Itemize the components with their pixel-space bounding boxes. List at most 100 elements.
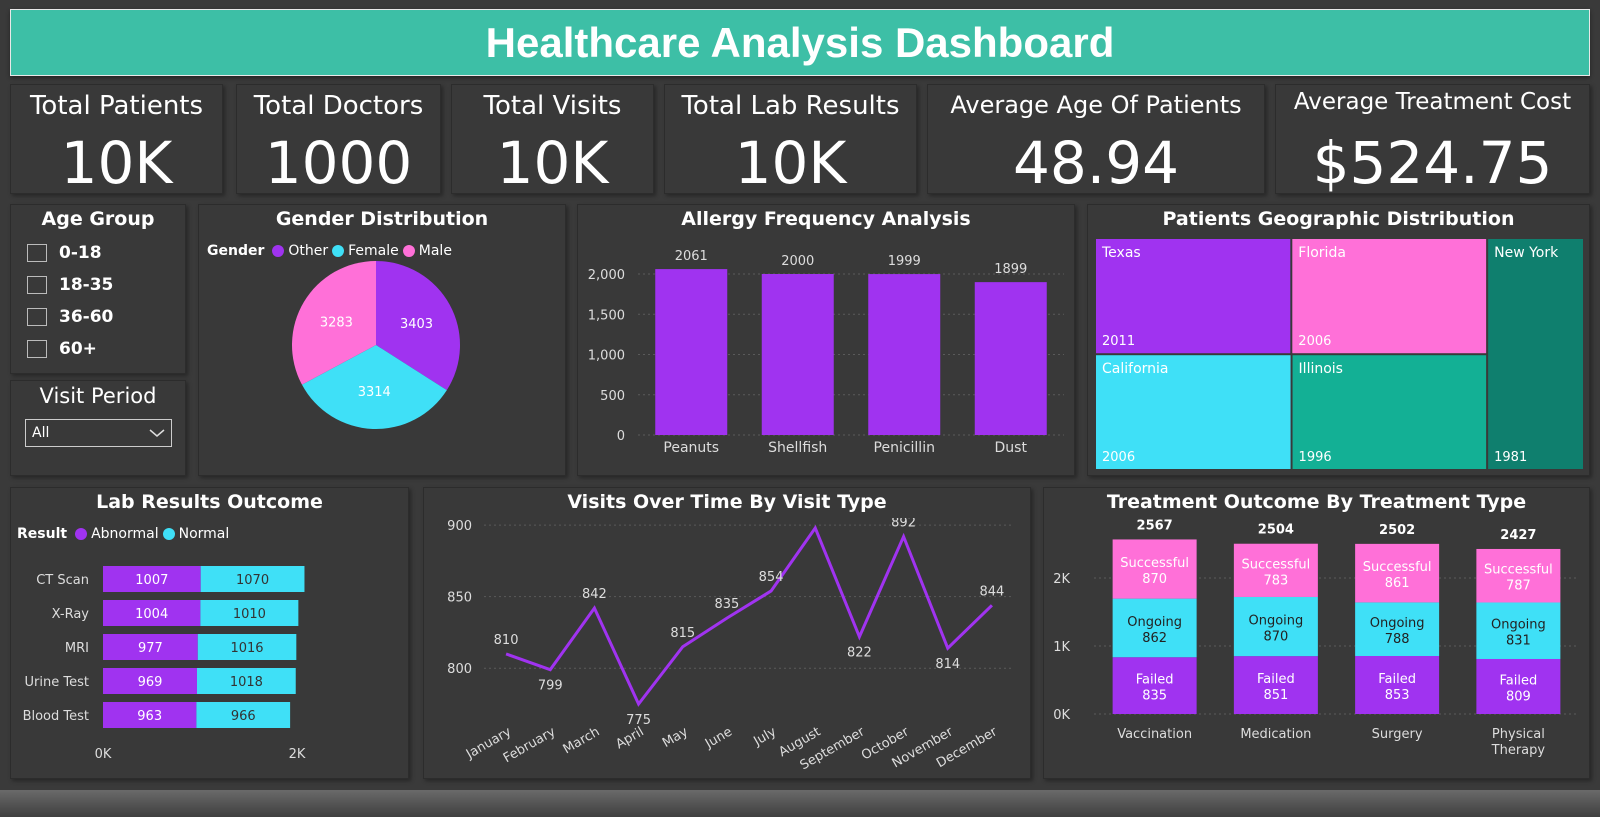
bar-total-label: 2567 [1137, 518, 1173, 533]
x-tick-label: Physical [1492, 727, 1545, 742]
bar-value-label: 1004 [135, 607, 168, 622]
checkbox[interactable] [27, 340, 47, 358]
point-label: 892 [891, 518, 916, 531]
segment-value-label: 788 [1385, 632, 1410, 647]
visits-chart-title: Visits Over Time By Visit Type [567, 491, 887, 513]
age-option-36-60[interactable]: 36-60 [27, 307, 113, 327]
y-tick-label: MRI [65, 641, 89, 656]
segment-value-label: 787 [1506, 579, 1531, 594]
x-tick-label: Medication [1240, 727, 1311, 742]
y-tick-label: Blood Test [23, 709, 89, 724]
dashboard-title-bar: Healthcare Analysis Dashboard [10, 9, 1590, 76]
gender-pie-chart: 3403 3314 3283 [292, 261, 460, 429]
bar-value-label: 977 [138, 641, 163, 656]
y-tick-label: 2,000 [588, 268, 625, 283]
x-tick-label: Vaccination [1117, 727, 1192, 742]
bar-total-label: 2504 [1258, 523, 1294, 538]
gender-legend: Gender Other Female Male [207, 243, 452, 259]
dashboard-title: Healthcare Analysis Dashboard [485, 18, 1115, 66]
bar-value-label: 966 [231, 709, 256, 724]
geographic-distribution-panel: Patients Geographic Distribution Texas 20… [1087, 204, 1590, 476]
age-group-slicer: Age Group 0-18 18-35 36-60 60+ [10, 204, 186, 374]
point-label: 810 [494, 633, 519, 648]
segment-name-label: Ongoing [1127, 615, 1182, 630]
age-option-60-plus[interactable]: 60+ [27, 339, 97, 359]
segment-name-label: Successful [1120, 556, 1189, 571]
bar-segment-ongoing [1355, 602, 1440, 656]
treemap-label: Florida [1298, 245, 1346, 261]
bar-segment-normal [196, 668, 296, 694]
bar-segment-failed [1112, 657, 1197, 714]
visits-line [505, 524, 993, 707]
kpi-total-doctors: Total Doctors 1000 [236, 84, 441, 197]
lab-legend: Result Abnormal Normal [17, 526, 229, 542]
y-tick-label: Urine Test [25, 675, 89, 690]
bar-segment-abnormal [103, 702, 197, 728]
kpi-total-visits: Total Visits 10K [451, 84, 654, 197]
treemap-value: 2006 [1298, 334, 1331, 349]
segment-name-label: Failed [1500, 673, 1538, 688]
bar-value-label: 1016 [230, 641, 263, 656]
point-label: 822 [847, 646, 872, 661]
x-tick-label: March [561, 724, 603, 757]
kpi-value: 10K [734, 129, 847, 197]
visit-period-dropdown[interactable]: All [25, 419, 172, 447]
bar-value-label: 1899 [994, 262, 1027, 277]
kpi-total-lab-results: Total Lab Results 10K [664, 84, 917, 197]
bar-shellfish [761, 274, 834, 435]
treemap-cell-california [1096, 355, 1291, 469]
checkbox[interactable] [27, 244, 47, 262]
x-tick-label: Penicillin [874, 440, 935, 456]
y-tick-label: 850 [447, 591, 472, 606]
bar-segment-normal [197, 634, 297, 660]
legend-item: Male [418, 243, 452, 259]
segment-name-label: Failed [1378, 672, 1416, 687]
treemap-label: Texas [1101, 245, 1141, 261]
treemap-value: 2011 [1102, 334, 1135, 349]
bar-total-label: 2502 [1379, 523, 1415, 538]
bar-segment-normal [196, 702, 291, 728]
y-tick-label: X-Ray [52, 607, 90, 622]
y-tick-label: 1K [1053, 640, 1070, 655]
point-label: 898 [803, 518, 828, 522]
legend-swatch-abnormal [75, 528, 88, 540]
bar-value-label: 2000 [781, 254, 814, 269]
legend-title: Gender [207, 243, 265, 259]
x-tick-label: Peanuts [663, 440, 719, 456]
x-tick-label: 2K [289, 747, 306, 762]
legend-item: Abnormal [91, 526, 159, 542]
pie-slice-label: 3403 [400, 317, 433, 332]
age-option-label: 18-35 [59, 275, 114, 295]
legend-item: Normal [178, 526, 230, 542]
x-tick-label: June [702, 724, 735, 752]
bar-segment-abnormal [103, 634, 198, 660]
bar-value-label: 1070 [236, 573, 269, 588]
allergy-bar-chart: 0 500 1,000 1,500 2,000 2061 Peanuts 2000 Shellf… [588, 249, 1064, 456]
bar-segment-abnormal [103, 600, 201, 626]
age-option-0-18[interactable]: 0-18 [27, 243, 102, 263]
point-label: 814 [935, 657, 960, 672]
pie-slice-female [301, 345, 447, 429]
kpi-label: Total Doctors [253, 91, 424, 121]
chevron-down-icon [149, 429, 165, 437]
kpi-label: Total Patients [29, 91, 204, 121]
kpi-average-cost: Average Treatment Cost $524.75 [1275, 84, 1590, 197]
point-label: 799 [538, 679, 563, 694]
visit-period-slicer: Visit Period All [10, 380, 186, 476]
age-option-18-35[interactable]: 18-35 [27, 275, 113, 295]
segment-value-label: 851 [1263, 688, 1288, 703]
bar-segment-ongoing [1476, 602, 1561, 659]
bar-value-label: 969 [138, 675, 163, 690]
checkbox[interactable] [27, 276, 47, 294]
treatment-outcome-panel: Treatment Outcome By Treatment Type 0K 1K… [1043, 487, 1590, 779]
lab-results-chart: CT Scan 1007 1070 X-Ray 1004 1010 MRI 977 1016 Ur… [23, 566, 306, 762]
legend-swatch-male [402, 245, 415, 257]
bar-segment-normal [200, 566, 305, 592]
segment-value-label: 862 [1142, 631, 1167, 646]
segment-name-label: Failed [1136, 673, 1174, 688]
segment-value-label: 870 [1142, 572, 1167, 587]
bar-segment-ongoing [1233, 596, 1318, 657]
y-tick-label: 1,000 [588, 349, 625, 364]
checkbox[interactable] [27, 308, 47, 326]
x-tick-label: May [660, 724, 691, 751]
